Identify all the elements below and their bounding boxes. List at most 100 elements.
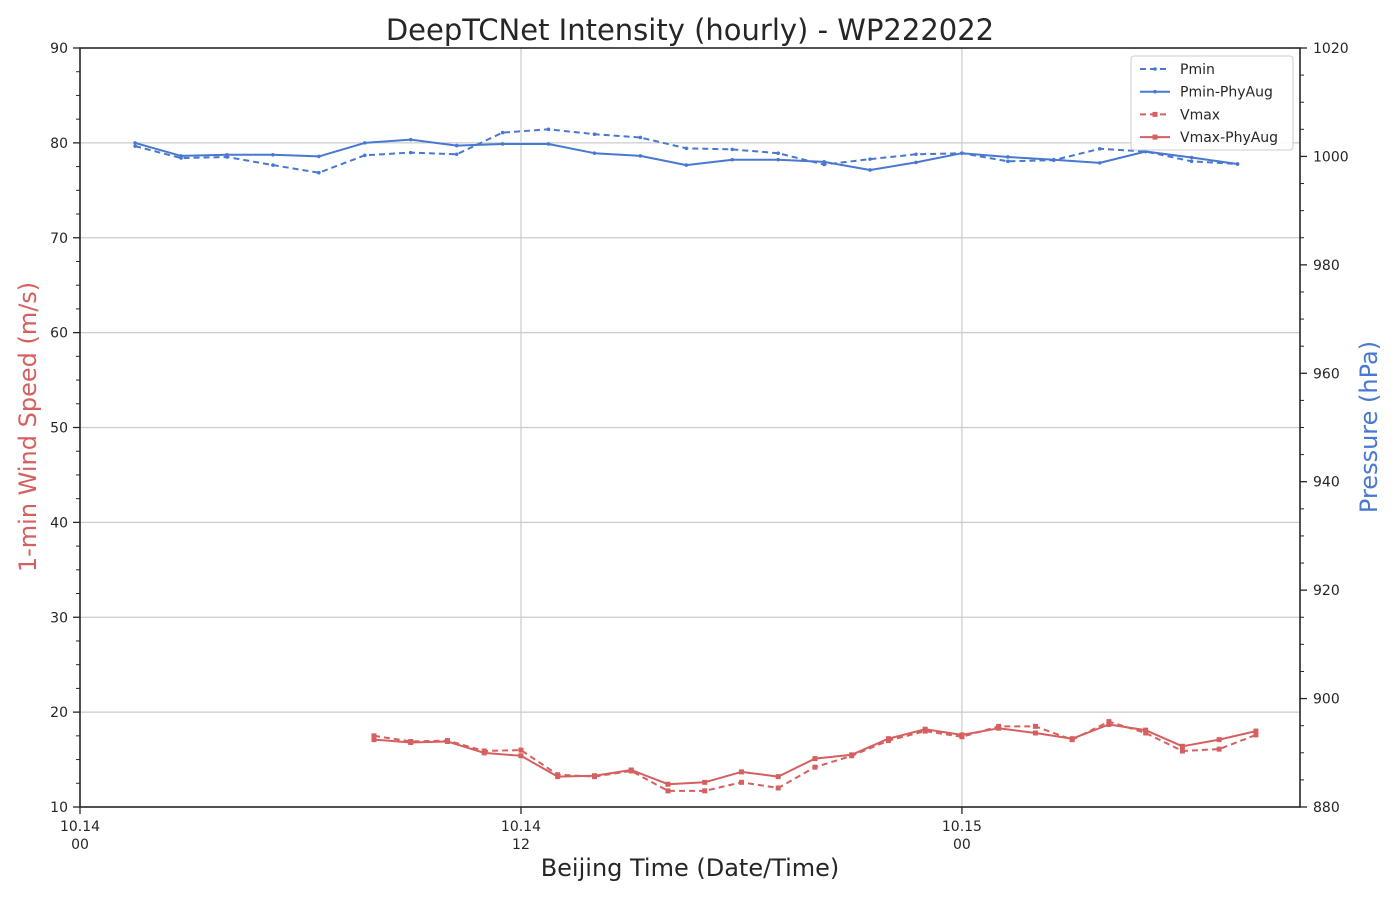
x-axis-label: Beijing Time (Date/Time) xyxy=(541,854,840,882)
left-tick-label: 10 xyxy=(50,800,68,816)
legend-label: Pmin xyxy=(1180,62,1215,78)
data-point xyxy=(1143,727,1149,733)
left-tick-label: 30 xyxy=(50,610,68,626)
right-tick-label: 1000 xyxy=(1313,149,1349,165)
data-point xyxy=(481,750,487,756)
data-point xyxy=(1006,159,1010,164)
x-tick-date: 10.14 xyxy=(501,819,541,835)
right-tick-label: 900 xyxy=(1313,692,1340,708)
data-point xyxy=(959,732,965,738)
legend-swatch-marker xyxy=(1153,89,1157,94)
legend-item: Pmin xyxy=(1140,62,1215,78)
data-point xyxy=(362,141,367,145)
data-point xyxy=(317,154,321,159)
right-axis-ticks: 880 900 920 940 960 980 1000 1020 xyxy=(1300,41,1349,816)
right-tick-label: 940 xyxy=(1313,475,1340,491)
data-point xyxy=(822,162,826,167)
data-point xyxy=(371,733,377,739)
data-point xyxy=(684,163,689,167)
right-tick-label: 960 xyxy=(1313,366,1340,382)
data-point xyxy=(271,163,275,167)
data-point xyxy=(960,151,964,155)
data-point xyxy=(1106,721,1112,727)
left-tick-label: 60 xyxy=(50,326,68,342)
data-point xyxy=(1253,732,1259,738)
data-point xyxy=(362,153,367,158)
data-point xyxy=(812,764,818,770)
legend-label: Vmax-PhyAug xyxy=(1180,130,1278,146)
y-axis-label-left: 1-min Wind Speed (m/s) xyxy=(14,282,42,572)
left-tick-label: 50 xyxy=(50,421,68,437)
data-point xyxy=(371,737,377,743)
legend: Pmin Pmin-PhyAug Vmax Vmax-PhyAug xyxy=(1130,55,1294,151)
left-tick-label: 20 xyxy=(50,705,68,721)
data-point xyxy=(776,157,780,162)
grid xyxy=(80,48,1300,807)
data-point xyxy=(996,725,1002,731)
data-point xyxy=(1069,736,1075,742)
data-point xyxy=(730,147,735,152)
data-point xyxy=(454,143,459,148)
data-point xyxy=(922,726,928,732)
right-tick-label: 920 xyxy=(1313,583,1340,599)
data-point xyxy=(408,739,414,745)
data-point xyxy=(408,150,413,155)
data-point xyxy=(133,144,137,148)
data-point xyxy=(1032,730,1038,736)
data-point xyxy=(1143,730,1149,736)
data-point xyxy=(555,774,561,780)
data-point xyxy=(1179,748,1185,754)
legend-label: Vmax xyxy=(1180,107,1220,123)
right-tick-label: 980 xyxy=(1313,258,1340,274)
data-point xyxy=(684,146,689,151)
data-point xyxy=(1106,719,1112,725)
legend-swatch-marker xyxy=(1153,67,1157,71)
left-tick-label: 90 xyxy=(50,41,68,57)
data-point xyxy=(885,736,891,742)
legend-item: Pmin-PhyAug xyxy=(1140,85,1273,101)
data-point xyxy=(546,142,551,146)
data-point xyxy=(1097,161,1102,165)
data-point xyxy=(225,153,229,157)
x-tick-hour: 00 xyxy=(71,837,89,853)
data-point xyxy=(638,154,643,158)
series-pmin-phyaug xyxy=(133,137,1240,172)
data-point xyxy=(868,168,872,172)
data-point xyxy=(1051,157,1056,162)
legend-swatch-marker xyxy=(1152,111,1158,117)
data-point xyxy=(914,160,918,165)
data-point xyxy=(868,157,872,161)
data-point xyxy=(1006,155,1010,159)
data-point xyxy=(665,788,671,794)
data-point xyxy=(454,152,459,157)
data-point xyxy=(518,747,524,753)
chart-title: DeepTCNet Intensity (hourly) - WP222022 xyxy=(386,13,994,47)
x-tick-date: 10.14 xyxy=(60,819,100,835)
series-vmax-phyaug xyxy=(371,721,1259,787)
legend-swatch-marker xyxy=(1152,134,1158,140)
series-pmin xyxy=(133,127,1240,175)
left-tick-label: 80 xyxy=(50,136,68,152)
right-tick-label: 1020 xyxy=(1313,41,1349,57)
series-area xyxy=(133,127,1259,794)
left-axis-ticks: 10 20 30 40 50 60 70 80 90 xyxy=(50,41,80,816)
data-point xyxy=(546,127,551,132)
data-point xyxy=(591,773,597,779)
left-tick-label: 70 xyxy=(50,231,68,247)
data-point xyxy=(133,141,137,145)
data-point xyxy=(822,160,826,164)
x-tick-date: 10.15 xyxy=(942,819,982,835)
data-point xyxy=(638,135,643,140)
series-line xyxy=(373,723,1257,786)
data-point xyxy=(317,170,321,175)
data-point xyxy=(1216,746,1222,752)
data-point xyxy=(1189,155,1194,160)
legend-label: Pmin-PhyAug xyxy=(1180,85,1273,101)
data-point xyxy=(702,779,708,785)
data-point xyxy=(500,130,505,135)
data-point xyxy=(730,157,735,162)
data-point xyxy=(1143,149,1148,154)
data-point xyxy=(1235,162,1240,166)
data-point xyxy=(738,769,744,775)
